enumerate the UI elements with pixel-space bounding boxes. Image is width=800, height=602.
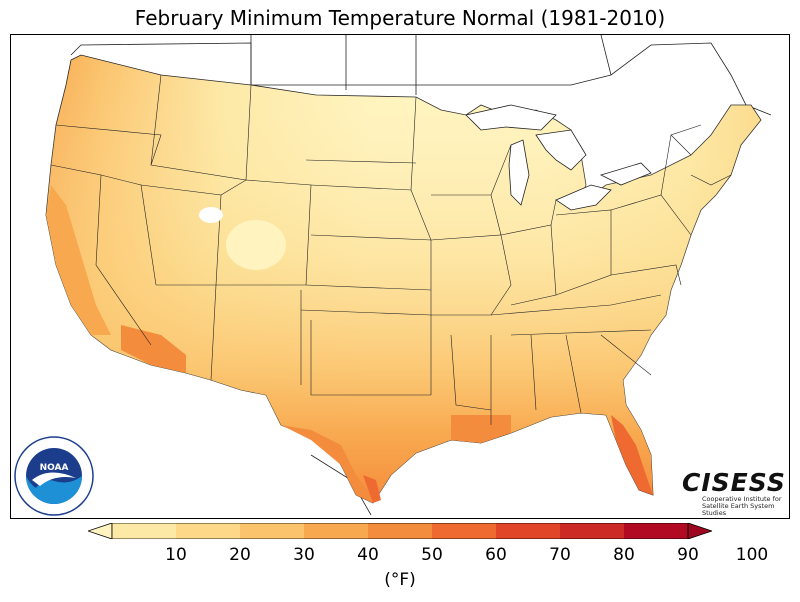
cold-patches bbox=[199, 207, 286, 270]
colorbar-bin-80-90 bbox=[560, 523, 624, 539]
noaa-logo: NOAA bbox=[14, 436, 94, 516]
colorbar-bin-70-80 bbox=[496, 523, 560, 539]
colorbar-outline bbox=[111, 523, 689, 539]
colorbar-min-extension bbox=[88, 523, 113, 539]
colorbar-tick-label: 10 bbox=[165, 545, 187, 565]
cisess-line1: Cooperative Institute for bbox=[702, 495, 782, 503]
map-title: February Minimum Temperature Normal (198… bbox=[134, 6, 666, 30]
colorbar-tick-label: 90 bbox=[677, 545, 699, 565]
colorbar-unit-label: (°F) bbox=[384, 570, 416, 590]
temperature-map bbox=[10, 34, 790, 519]
cisess-name: CISESS bbox=[682, 468, 786, 497]
colorbar-bin-60-70 bbox=[432, 523, 496, 539]
warm-zones bbox=[46, 185, 653, 503]
colorbar-tick-label: 50 bbox=[421, 545, 443, 565]
colorbar-tick-label: 100 bbox=[735, 545, 769, 565]
colorbar bbox=[88, 523, 712, 539]
colorbar-max-extension bbox=[687, 523, 712, 539]
colorbar-bin-10-20 bbox=[112, 523, 176, 539]
colorbar-bin-30-40 bbox=[240, 523, 304, 539]
state-borders bbox=[50, 74, 732, 425]
colorbar-tick-label: 80 bbox=[613, 545, 635, 565]
colorbar-tick-label: 30 bbox=[293, 545, 315, 565]
conus-map-svg bbox=[45, 35, 772, 516]
cisess-line2: Satellite Earth System Studies bbox=[702, 502, 775, 517]
colorbar-bin-40-50 bbox=[304, 523, 368, 539]
cisess-logo: CISESS Cooperative Institute for Satelli… bbox=[682, 468, 786, 517]
colorbar-tick-label: 20 bbox=[229, 545, 251, 565]
colorbar-tick-label: 40 bbox=[357, 545, 379, 565]
colorbar-bin-20-30 bbox=[176, 523, 240, 539]
colorbar-bin-50-60 bbox=[368, 523, 432, 539]
colorbar-bin-90-100 bbox=[624, 523, 688, 539]
colorbar-tick-label: 70 bbox=[549, 545, 571, 565]
colorbar-tick-label: 60 bbox=[485, 545, 507, 565]
noaa-text: NOAA bbox=[40, 463, 69, 473]
great-lakes bbox=[465, 104, 652, 211]
